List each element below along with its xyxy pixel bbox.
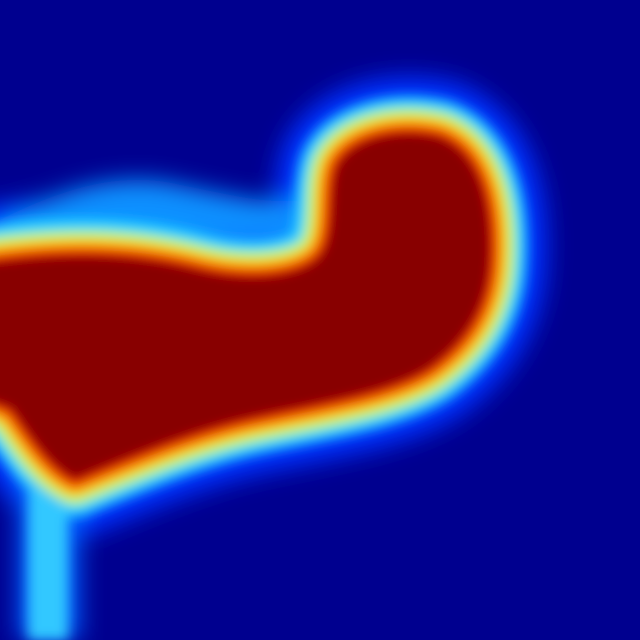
heat-bands [0, 131, 492, 640]
